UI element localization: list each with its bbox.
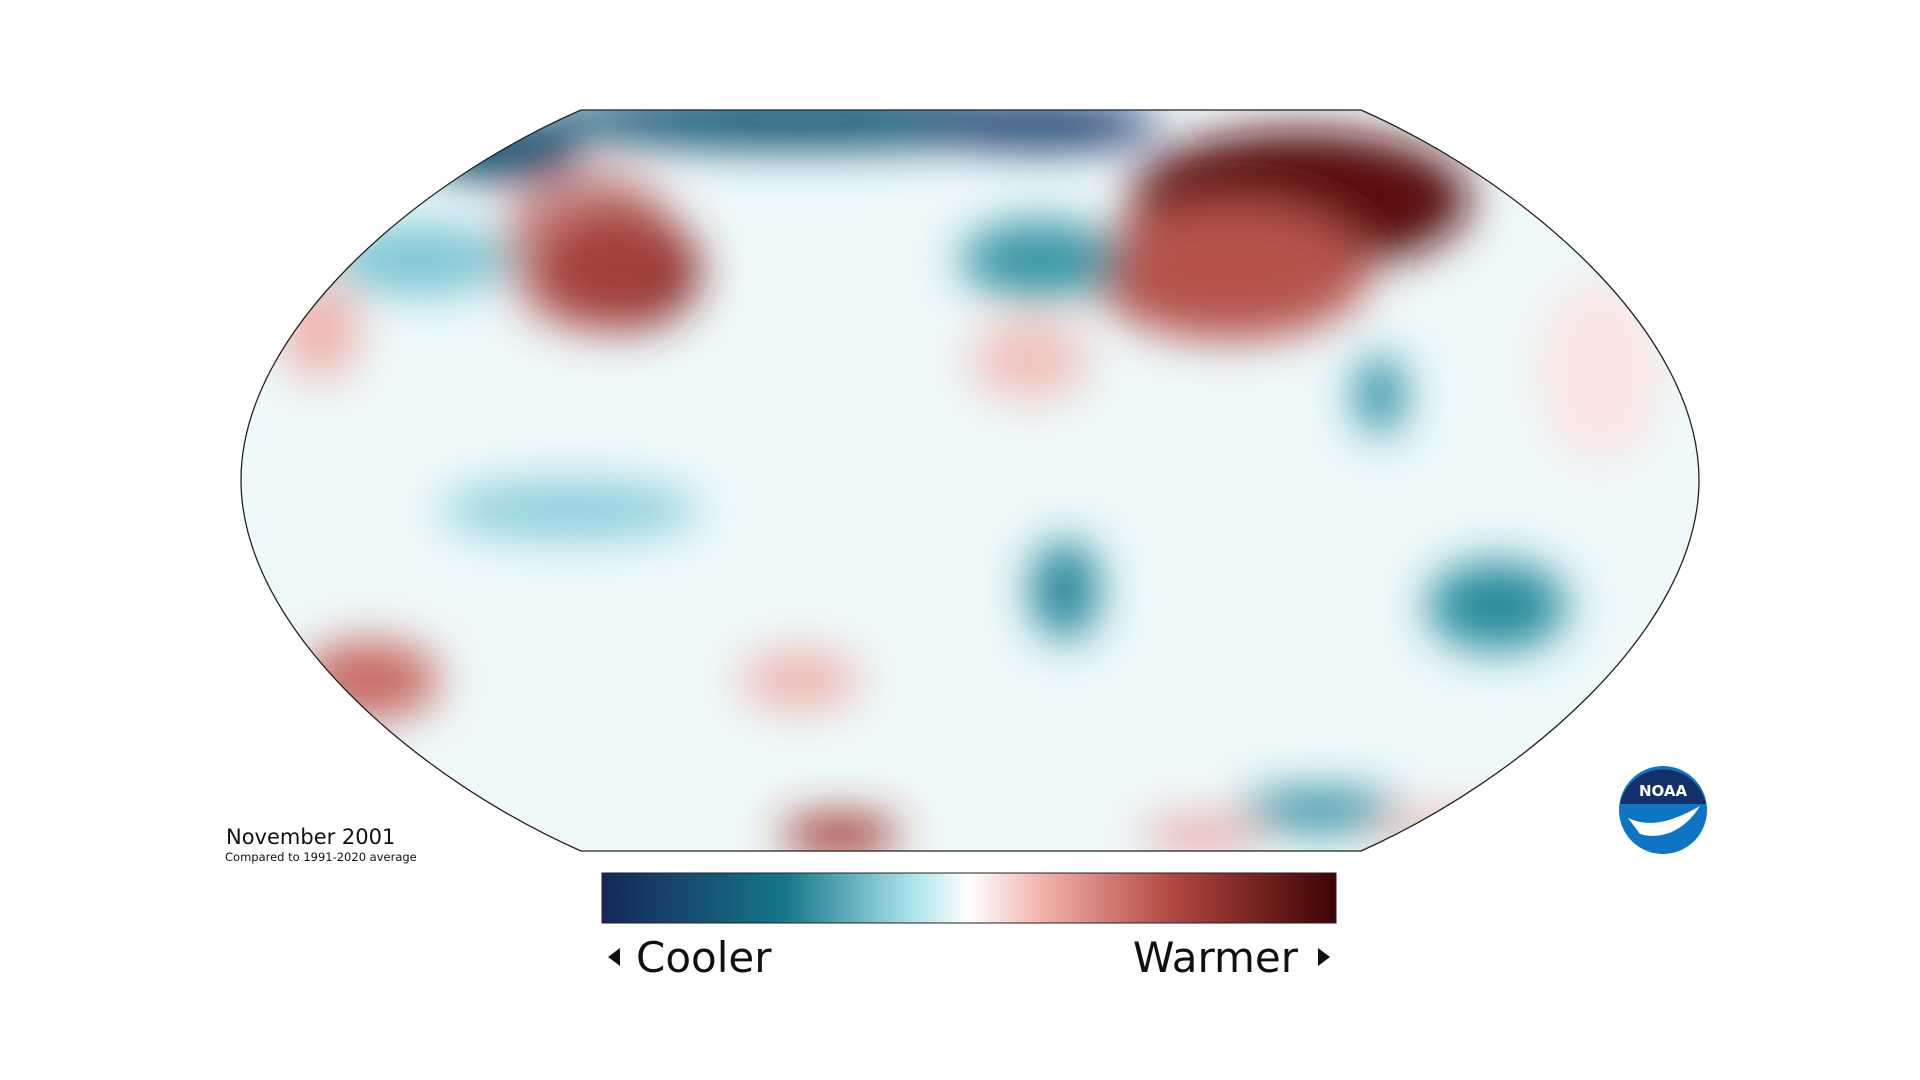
logo-text: NOAA	[1639, 782, 1688, 800]
map-subtitle: Compared to 1991-2020 average	[225, 850, 417, 864]
map	[241, 110, 1699, 851]
map-title: November 2001	[226, 825, 395, 849]
right-arrow	[1318, 948, 1330, 966]
legend-high: Warmer	[1133, 933, 1299, 982]
map-outline	[240, 109, 1700, 852]
left-arrow	[608, 948, 620, 966]
color-scale	[601, 872, 1337, 924]
legend-low: Cooler	[636, 933, 772, 982]
logo: NOAA	[1619, 766, 1707, 854]
